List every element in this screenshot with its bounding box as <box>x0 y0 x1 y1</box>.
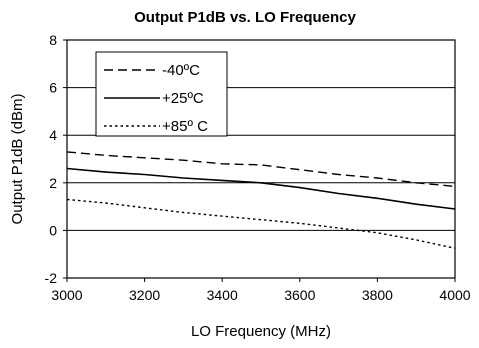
series-group <box>66 151 456 249</box>
legend-label-3: +85º C <box>162 118 208 135</box>
plot-area <box>66 39 456 279</box>
legend-label-2: +25ºC <box>162 90 204 107</box>
legend-box <box>95 51 228 137</box>
x-tick-label: 3800 <box>362 287 393 303</box>
y-tick-label: 0 <box>49 222 57 238</box>
series-line-3 <box>66 198 456 249</box>
x-tick-label: 3400 <box>207 287 238 303</box>
y-tick-label: 6 <box>49 80 57 96</box>
x-tick-label: 3600 <box>284 287 315 303</box>
y-axis-label: Output P1dB (dBm) <box>9 94 26 225</box>
chart-title: Output P1dB vs. LO Frequency <box>134 9 356 26</box>
x-tick-label: 4000 <box>439 287 470 303</box>
series-line-1 <box>66 151 456 188</box>
legend-label-1: -40ºC <box>162 62 200 79</box>
y-tick-label: 4 <box>49 127 57 143</box>
ticks: -2 0 2 4 6 8 3000 3200 3400 3600 3800 4000 <box>45 32 471 303</box>
y-tick-label: -2 <box>45 270 58 286</box>
series-line-2 <box>66 167 456 210</box>
x-axis-label: LO Frequency (MHz) <box>191 323 331 340</box>
x-tick-label: 3200 <box>129 287 160 303</box>
x-tick-label: 3000 <box>51 287 82 303</box>
legend: -40ºC +25ºC +85º C <box>95 51 228 137</box>
y-tick-label: 2 <box>49 175 57 191</box>
y-tick-label: 8 <box>49 32 57 48</box>
